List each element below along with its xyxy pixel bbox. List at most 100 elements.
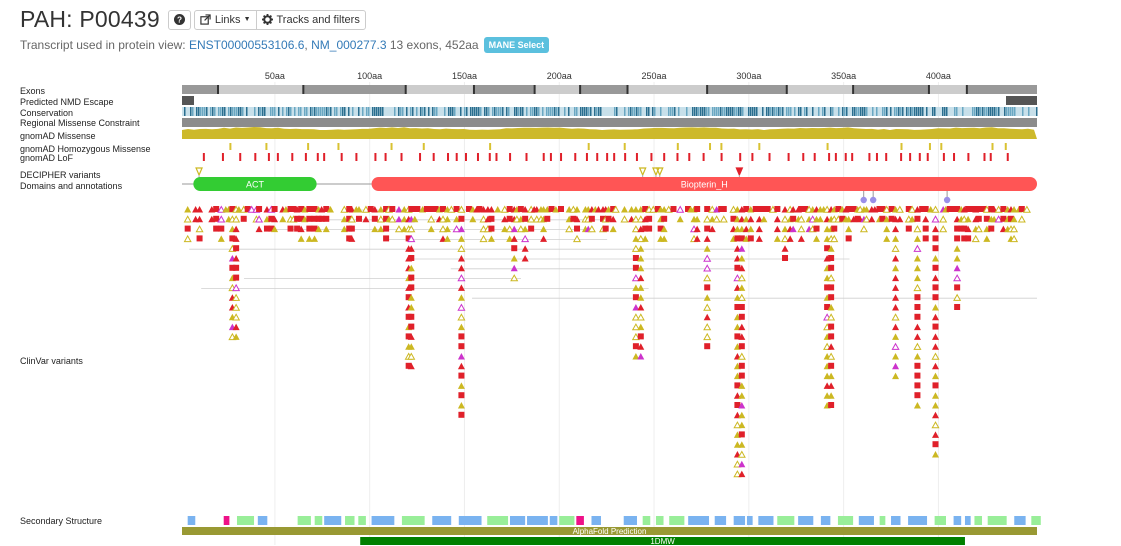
clinvar-variant-square bbox=[764, 206, 771, 212]
clinvar-variant-square bbox=[954, 304, 961, 310]
exon-segment bbox=[405, 85, 474, 94]
clinvar-variant-triangle bbox=[827, 343, 835, 350]
clinvar-variant-square bbox=[685, 206, 692, 212]
clinvar-variant-triangle bbox=[637, 255, 645, 262]
clinvar-variant-triangle bbox=[255, 225, 263, 233]
clinvar-variant-square bbox=[734, 304, 741, 310]
gnomad-hom-tick bbox=[337, 143, 340, 150]
clinvar-variant-triangle-open bbox=[361, 205, 370, 213]
clinvar-variant-triangle-open bbox=[994, 205, 1003, 213]
clinvar-variant-triangle bbox=[892, 274, 900, 282]
clinvar-variant-triangle bbox=[816, 215, 824, 223]
conservation-bar bbox=[352, 107, 354, 116]
clinvar-variant-triangle bbox=[395, 215, 403, 223]
gnomad-lof-tick bbox=[400, 153, 403, 161]
clinvar-variant-triangle bbox=[693, 235, 701, 242]
exon-segment bbox=[966, 85, 1037, 94]
clinvar-variant-triangle-open bbox=[631, 215, 640, 223]
conservation-bar bbox=[516, 107, 518, 116]
conservation-bar bbox=[894, 107, 896, 116]
gnomad-lof-tick bbox=[291, 153, 294, 161]
clinvar-variant-square bbox=[383, 225, 390, 232]
conservation-bar bbox=[500, 107, 502, 116]
conservation-bar bbox=[776, 107, 778, 116]
clinvar-variant-square bbox=[642, 206, 649, 212]
conservation-bar bbox=[290, 107, 292, 116]
clinvar-variant-square bbox=[346, 206, 353, 212]
gnomad-lof-tick bbox=[844, 153, 847, 161]
conservation-bar bbox=[712, 107, 714, 116]
clinvar-variant-square bbox=[458, 372, 465, 379]
conservation-bar bbox=[1022, 107, 1024, 116]
conservation-bar bbox=[254, 107, 256, 116]
refseq-transcript-link[interactable]: NM_000277.3 bbox=[311, 38, 387, 52]
exon-boundary bbox=[472, 85, 475, 94]
svg-text:?: ? bbox=[177, 16, 182, 25]
clinvar-variant-triangle-open bbox=[780, 234, 790, 243]
clinvar-variant-square bbox=[632, 343, 639, 350]
clinvar-variant-triangle bbox=[892, 362, 900, 370]
help-button[interactable]: ? bbox=[167, 9, 191, 30]
clinvar-variant-triangle bbox=[510, 225, 518, 233]
clinvar-variant-triangle-open bbox=[737, 293, 746, 301]
tracks-filters-button[interactable]: Tracks and filters bbox=[255, 9, 366, 30]
conservation-bar bbox=[754, 107, 756, 116]
clinvar-variant-triangle-open bbox=[232, 283, 241, 292]
gnomad-lof-tick bbox=[432, 153, 435, 161]
clinvar-variant-triangle-open bbox=[457, 205, 466, 213]
secondary-structure-element bbox=[642, 516, 651, 525]
clinvar-variant-triangle bbox=[184, 206, 192, 213]
clinvar-variant-square bbox=[218, 225, 225, 232]
conservation-bar bbox=[574, 107, 576, 116]
clinvar-variant-triangle bbox=[510, 264, 518, 272]
clinvar-variant-square bbox=[969, 206, 976, 212]
clinvar-variant-square bbox=[720, 206, 727, 212]
clinvar-variant-square bbox=[888, 215, 895, 222]
conservation-bar bbox=[672, 107, 674, 116]
secondary-structure-element bbox=[314, 516, 323, 525]
clinvar-variant-square bbox=[268, 225, 275, 232]
conservation-bar bbox=[324, 107, 326, 116]
conservation-bar bbox=[336, 107, 338, 116]
clinvar-variant-triangle bbox=[738, 411, 746, 419]
clinvar-variant-triangle bbox=[892, 225, 900, 233]
gnomad-lof-tick bbox=[739, 153, 742, 161]
conservation-bar bbox=[542, 107, 544, 116]
clinvar-variant-square bbox=[738, 431, 745, 438]
secondary-structure-element bbox=[934, 516, 947, 525]
conservation-track bbox=[182, 107, 1037, 116]
conservation-bar bbox=[732, 107, 734, 116]
clinvar-variant-square bbox=[790, 215, 797, 222]
clinvar-variant-triangle bbox=[931, 274, 939, 282]
ensembl-transcript-link[interactable]: ENST00000553106.6 bbox=[188, 38, 305, 52]
gnomad-lof-tick bbox=[355, 153, 358, 161]
gnomad-lof-tick bbox=[942, 153, 945, 161]
clinvar-variant-square bbox=[557, 206, 564, 212]
clinvar-variant-triangle bbox=[501, 215, 509, 223]
gnomad-hom-tick bbox=[826, 143, 829, 150]
exon-segment bbox=[707, 85, 787, 94]
gnomad-hom-tick bbox=[928, 143, 931, 150]
clinvar-variant-triangle-open bbox=[631, 274, 640, 282]
conservation-bar bbox=[380, 107, 382, 116]
conservation-bar bbox=[738, 107, 740, 116]
axis-tick-label: 300aa bbox=[736, 71, 761, 81]
clinvar-variant-triangle bbox=[931, 362, 939, 370]
clinvar-variant-triangle-open bbox=[1017, 215, 1026, 223]
conservation-bar bbox=[908, 107, 910, 116]
clinvar-variant-square bbox=[734, 382, 741, 389]
conservation-bar bbox=[472, 107, 474, 116]
conservation-bar bbox=[1014, 107, 1016, 116]
conservation-bar bbox=[700, 107, 702, 116]
conservation-bar bbox=[506, 107, 508, 116]
clinvar-variant-triangle bbox=[196, 206, 204, 213]
secondary-structure-element bbox=[974, 516, 983, 525]
clinvar-variant-triangle bbox=[931, 402, 939, 409]
clinvar-variant-triangle-open bbox=[703, 215, 712, 223]
clinvar-variant-triangle bbox=[896, 215, 904, 223]
clinvar-variant-triangle bbox=[427, 225, 435, 233]
clinvar-variant-square bbox=[458, 333, 465, 340]
clinvar-variant-triangle bbox=[407, 304, 415, 311]
clinvar-variant-triangle-open bbox=[1009, 234, 1019, 243]
